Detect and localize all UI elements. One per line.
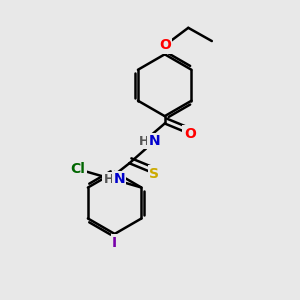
Text: O: O xyxy=(159,38,171,52)
Text: H: H xyxy=(103,173,114,186)
Text: S: S xyxy=(149,167,159,181)
Text: Cl: Cl xyxy=(70,162,85,176)
Text: N: N xyxy=(113,172,125,186)
Text: H: H xyxy=(139,135,149,148)
Text: N: N xyxy=(148,134,160,148)
Text: I: I xyxy=(112,236,117,250)
Text: O: O xyxy=(184,127,196,141)
